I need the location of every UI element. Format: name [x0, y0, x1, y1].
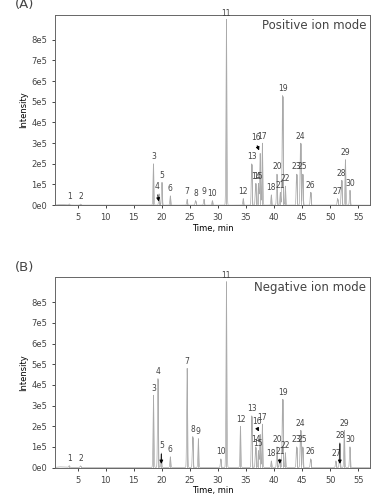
Text: 15: 15 [254, 439, 263, 448]
X-axis label: Time, min: Time, min [192, 224, 233, 233]
Y-axis label: Intensity: Intensity [19, 92, 28, 128]
Text: 17: 17 [258, 132, 267, 140]
Text: 23: 23 [292, 162, 301, 172]
Text: 2: 2 [78, 454, 83, 463]
Text: 27: 27 [333, 186, 343, 196]
Text: 5: 5 [159, 442, 164, 450]
Text: 20: 20 [272, 162, 282, 172]
Text: 1: 1 [67, 454, 72, 463]
Text: 12: 12 [239, 186, 248, 196]
Text: 9: 9 [202, 188, 207, 196]
Text: 19: 19 [278, 388, 287, 397]
Text: 13: 13 [247, 152, 256, 162]
Text: 10: 10 [208, 188, 217, 198]
Text: 24: 24 [296, 418, 305, 428]
Text: 28: 28 [335, 431, 344, 440]
Text: 16: 16 [252, 417, 262, 426]
Text: 21: 21 [275, 447, 285, 456]
Text: 13: 13 [247, 404, 256, 413]
Text: (B): (B) [14, 260, 34, 274]
Text: Negative ion mode: Negative ion mode [255, 281, 367, 294]
Text: 14: 14 [251, 435, 261, 444]
Text: 6: 6 [168, 184, 173, 193]
Text: 25: 25 [298, 435, 307, 444]
Text: 28: 28 [337, 168, 346, 177]
Text: 1: 1 [67, 192, 72, 200]
Text: 27: 27 [331, 449, 341, 458]
Text: 25: 25 [298, 162, 307, 172]
Text: 7: 7 [185, 357, 190, 366]
Text: 8: 8 [193, 188, 198, 198]
Text: 26: 26 [306, 447, 315, 456]
Text: 9: 9 [196, 427, 201, 436]
Text: 3: 3 [151, 152, 156, 162]
Text: 30: 30 [345, 178, 355, 188]
Text: 7: 7 [185, 188, 190, 196]
Text: 17: 17 [258, 412, 267, 422]
Text: 22: 22 [281, 174, 290, 184]
Text: (A): (A) [14, 0, 34, 11]
Text: 18: 18 [267, 449, 276, 458]
Text: 3: 3 [151, 384, 156, 392]
Text: 11: 11 [222, 272, 231, 280]
Text: 8: 8 [190, 425, 195, 434]
Text: 22: 22 [281, 441, 290, 450]
Text: 6: 6 [168, 445, 173, 454]
Text: 23: 23 [292, 435, 301, 444]
Text: 4: 4 [155, 182, 160, 191]
Text: 30: 30 [345, 435, 355, 444]
Text: 29: 29 [341, 148, 350, 157]
Text: 4: 4 [155, 367, 160, 376]
Text: 10: 10 [216, 447, 226, 456]
Text: 29: 29 [339, 418, 349, 428]
Text: 21: 21 [275, 180, 285, 190]
Text: 12: 12 [236, 414, 245, 424]
Text: 19: 19 [278, 84, 287, 93]
Text: 11: 11 [222, 9, 231, 18]
Text: 24: 24 [296, 132, 305, 140]
Text: 14: 14 [251, 172, 261, 180]
Text: 2: 2 [78, 192, 83, 200]
Text: 15: 15 [254, 172, 263, 180]
Text: Positive ion mode: Positive ion mode [262, 19, 367, 32]
Text: 18: 18 [267, 183, 276, 192]
Text: 20: 20 [272, 435, 282, 444]
Text: 16: 16 [251, 133, 261, 142]
Y-axis label: Intensity: Intensity [19, 354, 28, 391]
Text: 26: 26 [306, 180, 315, 190]
X-axis label: Time, min: Time, min [192, 486, 233, 495]
Text: 5: 5 [160, 171, 164, 180]
